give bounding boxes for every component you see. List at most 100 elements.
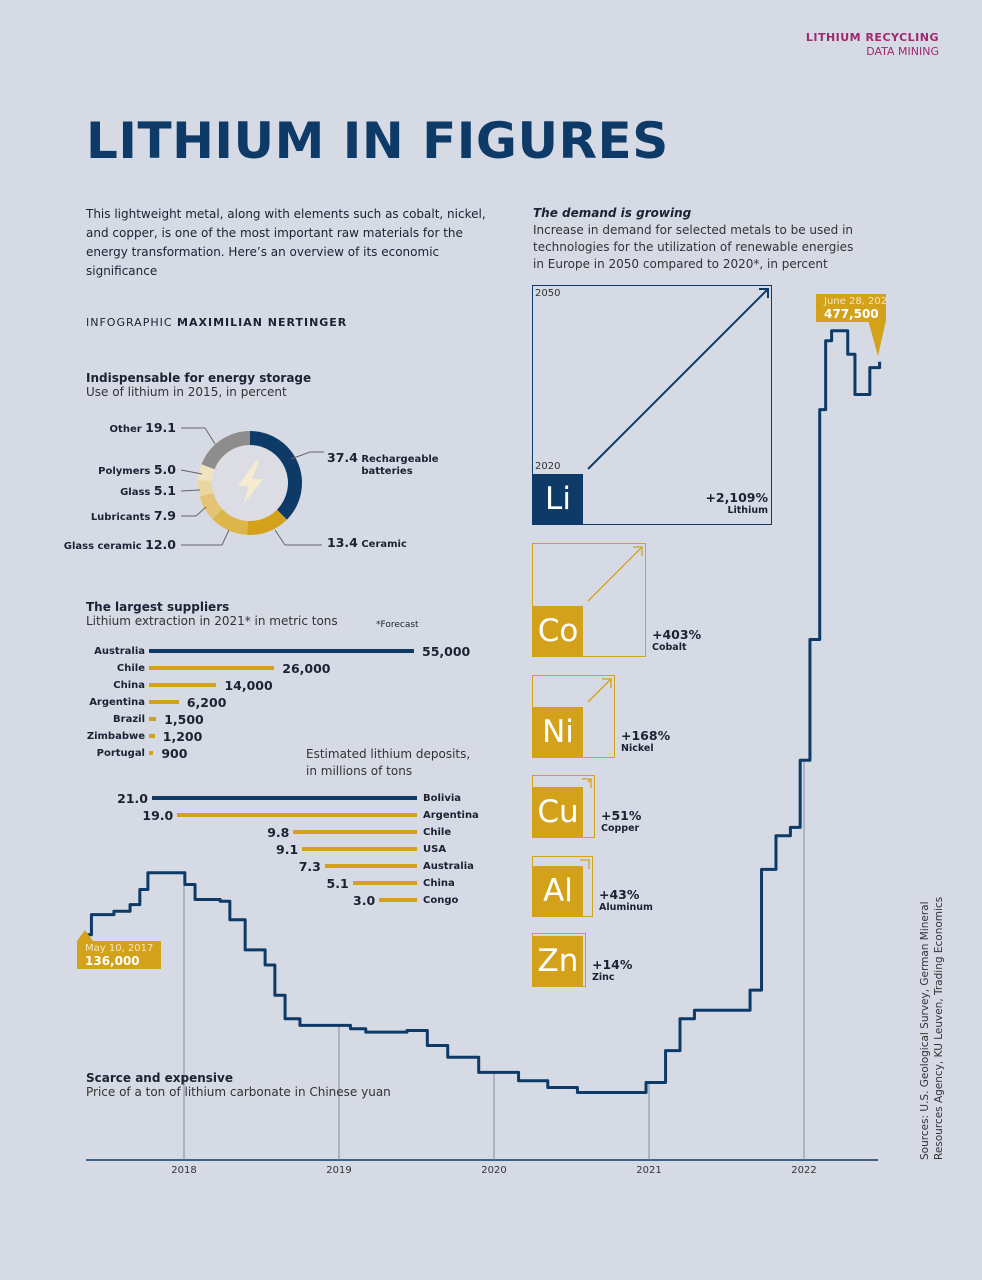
x-tick-label: 2018 bbox=[171, 1165, 197, 1176]
element-tile: Al bbox=[533, 866, 583, 916]
x-tick-label: 2021 bbox=[636, 1165, 662, 1176]
donut-label: Glass 5.1 bbox=[120, 483, 176, 498]
bar-label: China bbox=[113, 679, 145, 691]
page-title: LITHIUM IN FIGURES bbox=[86, 112, 669, 170]
axis-label-2020: 2020 bbox=[535, 461, 561, 472]
donut-label: Other 19.1 bbox=[110, 420, 176, 435]
bar-label: Argentina bbox=[423, 809, 479, 821]
donut-label: 37.4 Rechargeable batteries bbox=[327, 450, 471, 478]
axis-label-2050: 2050 bbox=[535, 288, 561, 299]
bar bbox=[149, 717, 157, 721]
x-tick-label: 2019 bbox=[326, 1165, 352, 1176]
percent-value: +51% bbox=[601, 808, 642, 823]
bar-value: 7.3 bbox=[298, 858, 321, 874]
bar-label: Chile bbox=[116, 662, 145, 674]
end-annotation: June 28, 2022477,500 bbox=[816, 294, 886, 322]
bar-value: 1,500 bbox=[164, 711, 204, 727]
bar-value: 9.1 bbox=[276, 841, 299, 857]
element-box-lithium: Li 2050 2020 +2,109% Lithium bbox=[532, 285, 772, 525]
lightning-bolt-icon bbox=[238, 461, 263, 505]
element-name: Lithium bbox=[727, 505, 768, 516]
element-box-cobalt: Co bbox=[532, 543, 646, 657]
bar bbox=[302, 847, 417, 851]
bar-value: 21.0 bbox=[117, 790, 148, 806]
bar bbox=[149, 751, 154, 755]
bar bbox=[152, 796, 417, 800]
price-heading: Scarce and expensive Price of a ton of li… bbox=[86, 1071, 391, 1099]
bar-label: USA bbox=[423, 843, 447, 855]
bar-row: Argentina 6,200 bbox=[60, 694, 227, 710]
element-tile: Cu bbox=[533, 787, 583, 837]
element-percent: +168% Nickel bbox=[621, 728, 670, 754]
bar-label: Zimbabwe bbox=[86, 730, 145, 742]
donut-value: 13.4 bbox=[327, 535, 358, 550]
percent-value: +14% bbox=[592, 957, 633, 972]
percent-value: +168% bbox=[621, 728, 671, 743]
donut-center bbox=[212, 445, 288, 521]
leader-line bbox=[274, 529, 322, 546]
element-percent: +43% Aluminum bbox=[599, 887, 653, 913]
bar-row: 5.1 China bbox=[327, 876, 486, 891]
bar-row: 19.0 Argentina bbox=[142, 807, 485, 823]
donut-slice-lubricants bbox=[199, 492, 223, 519]
donut-slice-ceramic bbox=[247, 509, 287, 535]
bar-label: Australia bbox=[94, 645, 145, 657]
donut-heading: Indispensable for energy storage Use of l… bbox=[86, 371, 312, 399]
donut-slice-glass-ceramic bbox=[212, 509, 248, 535]
donut-slice-other bbox=[201, 431, 250, 470]
bar bbox=[379, 898, 417, 902]
sources: Sources: U.S. Geological Survey, German … bbox=[919, 896, 945, 1160]
credit: INFOGRAPHIC MAXIMILIAN NERTINGER bbox=[86, 316, 348, 329]
element-box-nickel: Ni bbox=[532, 675, 615, 758]
bar bbox=[149, 734, 155, 738]
element-name: Nickel bbox=[621, 743, 654, 754]
bar-label: Chile bbox=[423, 826, 452, 838]
bar-row: 21.0 Bolivia bbox=[117, 790, 485, 806]
bar-value: 19.0 bbox=[142, 807, 174, 823]
bar-value: 26,000 bbox=[282, 660, 331, 676]
bar-label: Congo bbox=[423, 894, 459, 906]
donut-category: Other bbox=[109, 424, 142, 435]
bar bbox=[149, 666, 275, 670]
bar-label: Australia bbox=[423, 860, 474, 872]
bar-row: China 14,000 bbox=[60, 678, 272, 693]
bar bbox=[293, 830, 417, 834]
donut-label: 13.4 Ceramic bbox=[327, 535, 407, 551]
bar bbox=[177, 813, 417, 817]
x-tick-label: 2022 bbox=[791, 1165, 817, 1176]
donut-value: 12.0 bbox=[145, 537, 176, 552]
percent-value: +43% bbox=[599, 887, 640, 902]
bar-row: 9.8 Chile bbox=[267, 825, 485, 840]
element-percent: +2,109% Lithium bbox=[705, 490, 768, 516]
donut-value: 37.4 bbox=[327, 450, 358, 465]
donut-value: 5.1 bbox=[153, 483, 176, 498]
leader-line bbox=[181, 427, 216, 445]
element-percent: +403% Cobalt bbox=[652, 627, 701, 653]
bar-label: Bolivia bbox=[423, 792, 462, 804]
donut-slice-glass bbox=[197, 480, 214, 497]
element-name: Zinc bbox=[592, 972, 615, 983]
start-annotation-pointer bbox=[77, 930, 93, 941]
bar bbox=[149, 700, 179, 704]
bar-row: Portugal 900 bbox=[60, 745, 188, 761]
start-annotation: May 10, 2017 136,000 bbox=[77, 941, 162, 969]
bar-value: 900 bbox=[161, 745, 188, 761]
bar-row: 9.1 USA bbox=[276, 841, 485, 857]
bar-row: Chile 26,000 bbox=[60, 660, 331, 676]
bar-row: 7.3 Australia bbox=[298, 858, 485, 874]
leader-line bbox=[181, 529, 230, 546]
bar-value: 1,200 bbox=[162, 728, 203, 744]
bar-value: 6,200 bbox=[186, 694, 227, 710]
bar-label: China bbox=[423, 877, 455, 889]
bar-value: 55,000 bbox=[422, 643, 471, 659]
bar-value: 3.0 bbox=[353, 892, 376, 908]
element-tile: Co bbox=[533, 606, 583, 656]
donut-label: Glass ceramic 12.0 bbox=[64, 537, 176, 552]
kicker: LITHIUM RECYCLING DATA MINING bbox=[805, 31, 939, 58]
forecast-footnote: *Forecast bbox=[376, 620, 419, 630]
intro-text: This lightweight metal, along with eleme… bbox=[86, 207, 486, 278]
element-percent: +14% Zinc bbox=[592, 957, 632, 983]
donut-category: Glass bbox=[120, 487, 151, 498]
suppliers-heading: The largest suppliers Lithium extraction … bbox=[86, 600, 338, 628]
bar-row: Zimbabwe 1,200 bbox=[60, 728, 203, 744]
